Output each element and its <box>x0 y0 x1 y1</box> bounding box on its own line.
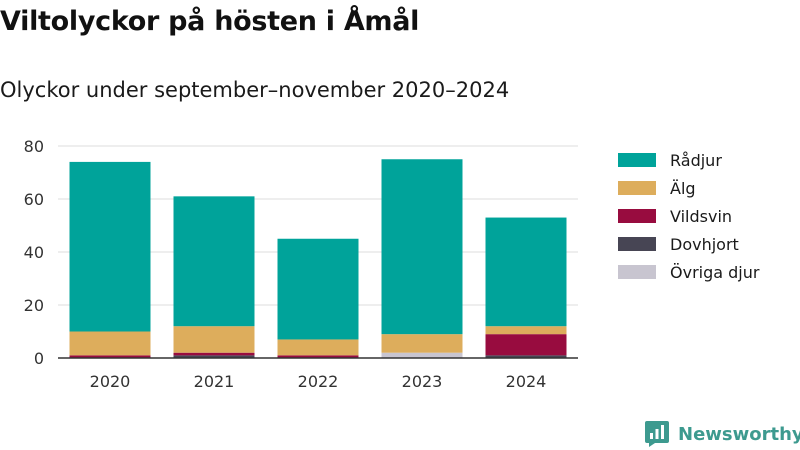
bar-segment-2023-4 <box>381 159 463 335</box>
y-tick-label-20: 20 <box>24 296 44 315</box>
bar-segment-2021-2 <box>173 352 255 356</box>
bar-segment-2022-4 <box>277 238 359 340</box>
legend-label-alg: Älg <box>670 178 696 198</box>
bar-segment-2020-4 <box>69 161 151 332</box>
y-tick-label-80: 80 <box>24 137 44 156</box>
y-tick-label-60: 60 <box>24 190 44 209</box>
chart-subtitle: Olyckor under september–november 2020–20… <box>0 78 510 102</box>
legend-swatch-dovhjort <box>618 237 656 251</box>
bar-segment-2024-2 <box>485 334 567 356</box>
legend-swatch-radjur <box>618 153 656 167</box>
legend-label-vildsvin: Vildsvin <box>670 206 733 226</box>
legend-swatch-alg <box>618 181 656 195</box>
bar-segment-2020-2 <box>69 355 151 358</box>
bar-segment-2021-1 <box>173 355 255 358</box>
bar-segment-2024-4 <box>485 217 567 327</box>
legend-item-vildsvin: Vildsvin <box>618 202 759 230</box>
x-tick-label-2022: 2022 <box>298 372 339 391</box>
bar-segment-2024-3 <box>485 326 567 335</box>
legend-label-dovhjort: Dovhjort <box>670 234 739 254</box>
bar-segment-2021-4 <box>173 196 255 327</box>
bar-segment-2024-1 <box>485 355 567 358</box>
bar-segment-2023-3 <box>381 334 463 353</box>
bar-segment-2022-2 <box>277 355 359 358</box>
x-tick-label-2024: 2024 <box>506 372 547 391</box>
x-tick-label-2021: 2021 <box>194 372 235 391</box>
brand-name: Newsworthy <box>678 423 800 445</box>
legend-swatch-ovriga <box>618 265 656 279</box>
chart-title: Viltolyckor på hösten i Åmål <box>0 6 420 37</box>
legend-item-radjur: Rådjur <box>618 146 759 174</box>
newsworthy-logo-icon <box>645 421 669 447</box>
legend-label-ovriga: Övriga djur <box>670 262 760 282</box>
legend: Rådjur Älg Vildsvin Dovhjort Övriga djur <box>618 146 759 286</box>
newsworthy-brand: Newsworthy <box>644 420 800 448</box>
x-tick-label-2020: 2020 <box>90 372 131 391</box>
bar-segment-2022-3 <box>277 339 359 356</box>
legend-item-alg: Älg <box>618 174 759 202</box>
legend-label-radjur: Rådjur <box>670 150 722 170</box>
bar-segment-2021-3 <box>173 326 255 353</box>
bar-segment-2023-0 <box>381 352 463 358</box>
bar-segment-2020-3 <box>69 331 151 356</box>
legend-swatch-vildsvin <box>618 209 656 223</box>
y-tick-label-0: 0 <box>34 349 44 368</box>
x-tick-label-2023: 2023 <box>402 372 443 391</box>
legend-item-dovhjort: Dovhjort <box>618 230 759 258</box>
legend-item-ovriga: Övriga djur <box>618 258 759 286</box>
y-tick-label-40: 40 <box>24 243 44 262</box>
